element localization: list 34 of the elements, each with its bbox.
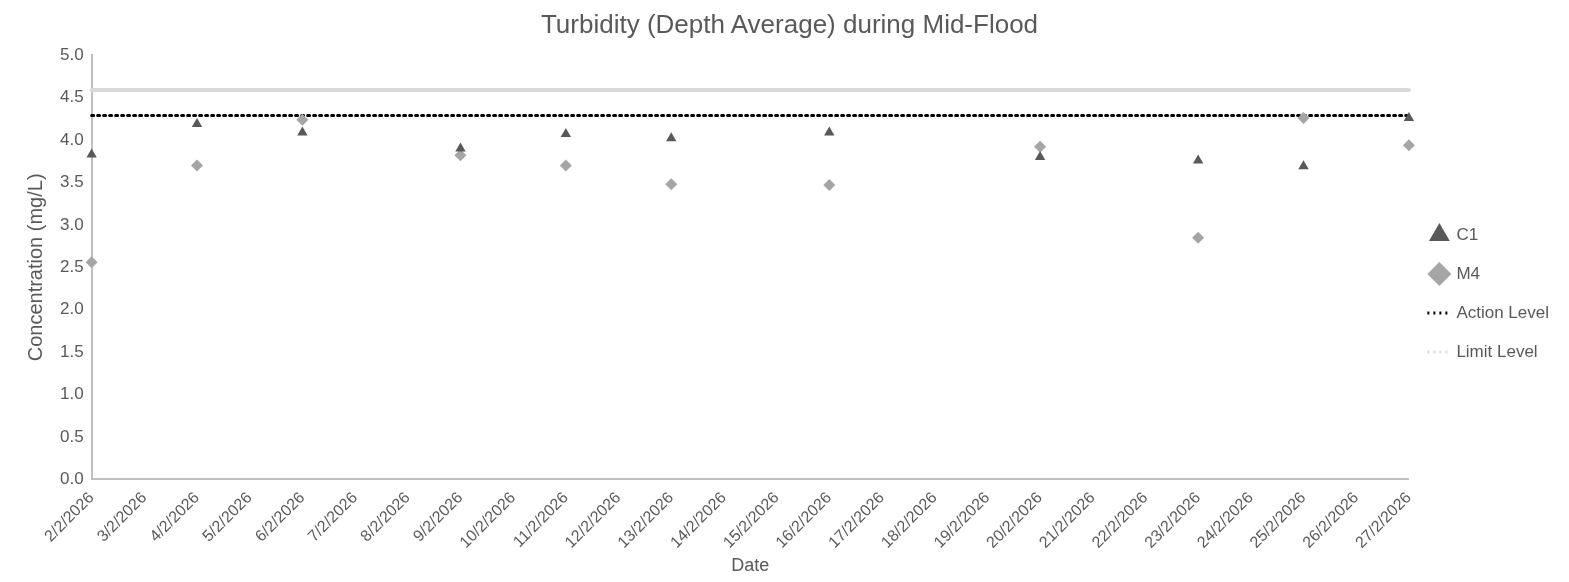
- legend-label: Limit Level: [1456, 341, 1538, 361]
- point: [455, 142, 466, 152]
- y-tick-label: 5.0: [59, 44, 84, 64]
- point: [85, 256, 98, 269]
- y-tick-label: 4.5: [59, 87, 84, 107]
- y-tick-label: 4.0: [59, 129, 84, 149]
- point: [560, 128, 572, 138]
- y-tick-label: 2.5: [59, 257, 84, 277]
- y-tick-label: 2.0: [59, 299, 84, 319]
- point: [191, 117, 203, 127]
- y-tick-label: 1.0: [59, 384, 84, 404]
- point: [296, 113, 309, 126]
- point: [559, 159, 572, 172]
- y-tick-label: 1.5: [59, 341, 84, 361]
- point: [1298, 160, 1309, 170]
- y-tick-label: 0.5: [59, 426, 84, 446]
- point: [1192, 231, 1205, 244]
- point: [1297, 112, 1310, 124]
- legend-label: M4: [1456, 263, 1481, 283]
- point: [1402, 139, 1415, 152]
- legend-label: Action Level: [1456, 302, 1550, 322]
- point: [665, 178, 678, 191]
- y-tick-label: 3.0: [59, 214, 84, 234]
- legend-label: C1: [1456, 224, 1479, 244]
- chart-title: Turbidity (Depth Average) during Mid-Flood: [540, 8, 1039, 39]
- point: [1034, 151, 1046, 161]
- y-tick-label: 0.0: [59, 469, 84, 489]
- point: [823, 179, 836, 192]
- y-tick-label: 3.5: [59, 172, 84, 192]
- x-axis-title: Date: [731, 555, 770, 576]
- point: [191, 159, 204, 172]
- point: [1403, 112, 1415, 121]
- point: [1034, 140, 1047, 153]
- y-axis-title: Concentration (mg/L): [23, 173, 46, 362]
